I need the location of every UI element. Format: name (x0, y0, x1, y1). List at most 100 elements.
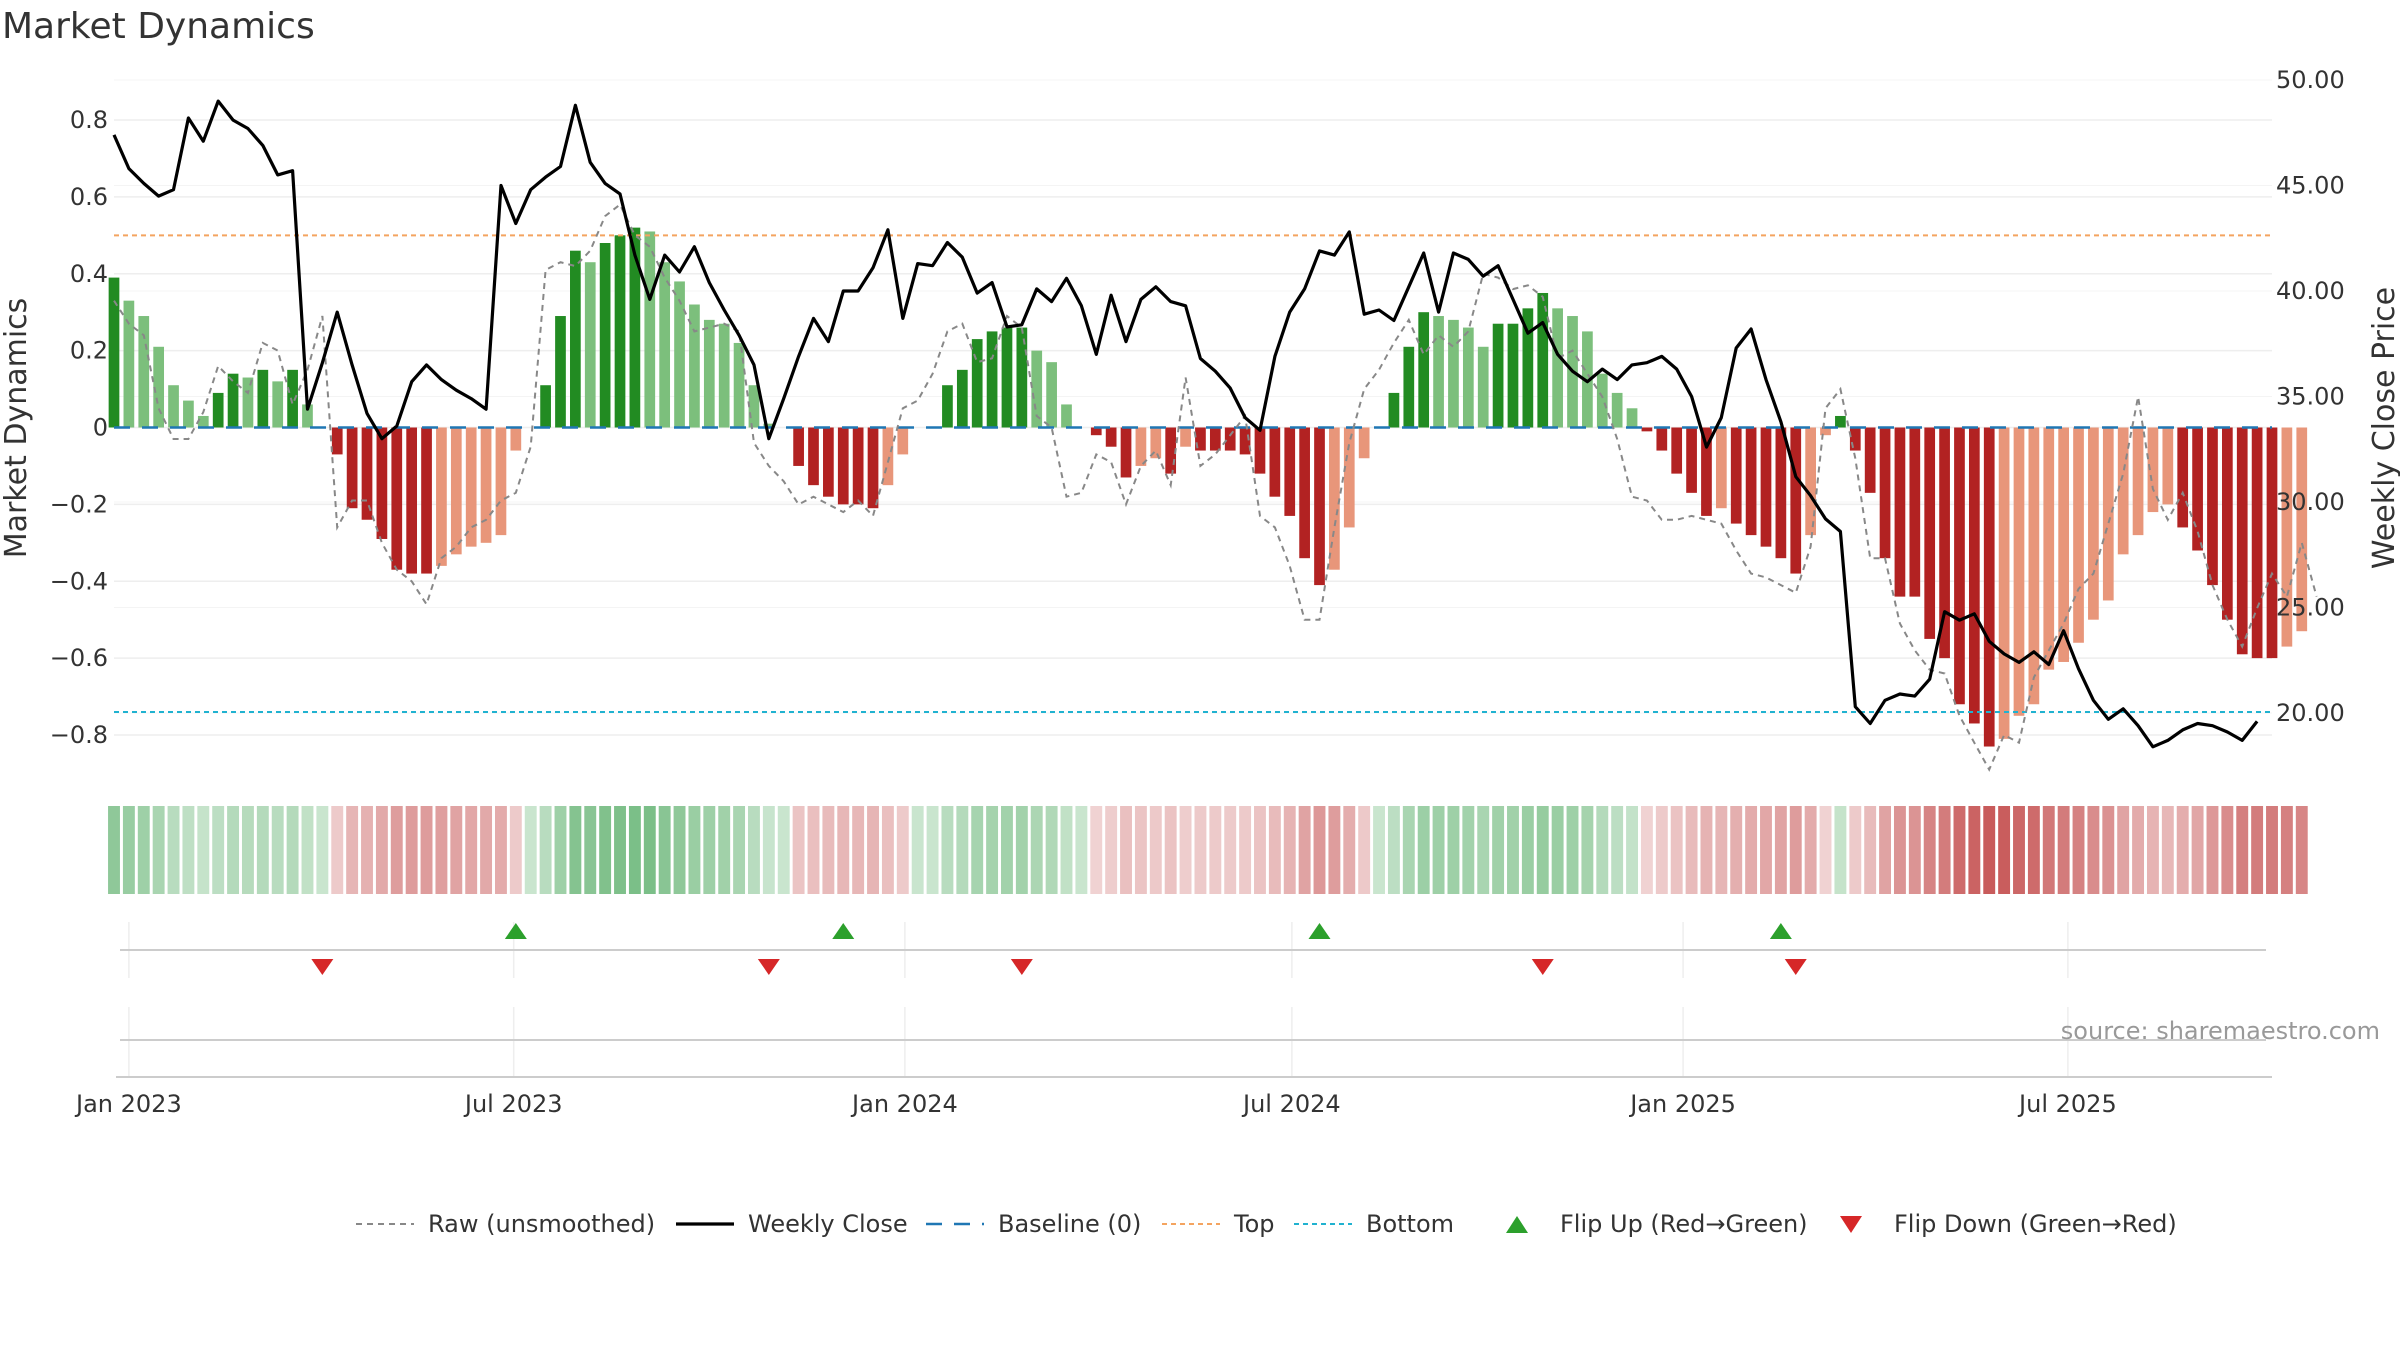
dynamics-bar (227, 373, 239, 428)
dynamics-bar (1224, 427, 1236, 451)
heat-cell (852, 806, 865, 894)
dynamics-bar (793, 427, 804, 466)
dynamics-bar (570, 250, 581, 428)
left-y-tick-label: −0.6 (50, 644, 108, 672)
heat-cell (509, 806, 522, 894)
dynamics-bar (391, 427, 403, 570)
dynamics-bar (2028, 427, 2040, 705)
heat-cell (1536, 806, 1549, 894)
x-tick-label: Jul 2024 (1241, 1090, 1341, 1118)
heat-cell (1447, 806, 1460, 894)
heat-cell (524, 806, 537, 894)
dynamics-bar (1314, 427, 1325, 586)
heat-cell (2191, 806, 2204, 894)
heat-cell (1521, 806, 1534, 894)
dynamics-bar (1745, 427, 1757, 536)
heat-cell (628, 806, 641, 894)
dynamics-bar (1105, 427, 1117, 447)
dynamics-bar (2207, 427, 2218, 586)
heat-cell (673, 806, 686, 894)
chart-title: Market Dynamics (2, 6, 315, 47)
dynamics-bar (257, 369, 269, 428)
heat-cell (390, 806, 403, 894)
heat-cell (1938, 806, 1951, 894)
heat-cell (1685, 806, 1698, 894)
legend-item: Raw (unsmoothed) (356, 1210, 655, 1238)
heat-cell (2057, 806, 2070, 894)
heat-cell (1328, 806, 1341, 894)
left-y-tick-label: 0.8 (70, 106, 108, 134)
dynamics-bar (421, 427, 432, 574)
legend-label: Baseline (0) (998, 1210, 1141, 1238)
left-y-tick-label: −0.2 (50, 490, 108, 518)
heat-cell (1804, 806, 1817, 894)
legend-swatch-flip-up (1506, 1216, 1528, 1233)
heat-cell (971, 806, 984, 894)
dynamics-bar (1448, 319, 1459, 428)
x-tick-label: Jul 2025 (2017, 1090, 2117, 1118)
heat-cell (911, 806, 924, 894)
dynamics-bar (302, 404, 313, 428)
heat-cell (1879, 806, 1892, 894)
flip-up-marker (832, 923, 855, 939)
source-panel: source: sharemaestro.com (116, 1007, 2380, 1078)
dynamics-bar (2013, 427, 2025, 716)
flip-down-marker (1531, 959, 1554, 975)
heat-cell (1908, 806, 1921, 894)
heat-cell (718, 806, 731, 894)
heat-cell (1298, 806, 1311, 894)
dynamics-bar (659, 262, 671, 428)
heat-cell (777, 806, 790, 894)
heat-cell (614, 806, 626, 894)
heat-cell (1045, 806, 1058, 894)
dynamics-bar (183, 400, 194, 428)
dynamics-bar (555, 316, 566, 428)
heat-cell (1507, 806, 1519, 894)
dynamics-bar (1939, 427, 1950, 659)
heat-cell (122, 806, 135, 894)
legend-swatch-flip-down (1840, 1216, 1862, 1233)
dynamics-bar (1760, 427, 1772, 547)
dynamics-bar (1864, 427, 1876, 493)
legend-label: Flip Down (Green→Red) (1894, 1210, 2177, 1238)
heat-cell (748, 806, 760, 894)
heat-cell (1090, 806, 1103, 894)
legend-item: Flip Up (Red→Green) (1506, 1210, 1808, 1238)
heat-cell (643, 806, 656, 894)
heat-cell (420, 806, 433, 894)
dynamics-bar (1031, 350, 1043, 428)
dynamics-bar (2073, 427, 2084, 643)
heat-cell (926, 806, 939, 894)
series-lines (112, 99, 2318, 772)
heat-cell (316, 806, 329, 894)
dynamics-bar (2058, 427, 2069, 662)
heat-cell (792, 806, 805, 894)
dynamics-bar (1046, 362, 1057, 428)
right-axis-label: Weekly Close Price (2367, 287, 2400, 569)
dynamics-bar (1715, 427, 1727, 509)
dynamics-bar (689, 304, 700, 428)
dynamics-bar (436, 427, 447, 566)
dynamics-bar (1477, 346, 1489, 428)
heat-cell (733, 806, 746, 894)
legend-label: Top (1233, 1210, 1275, 1238)
heat-cell (1373, 806, 1385, 894)
dynamics-bar (108, 277, 120, 428)
dynamics-bar (1403, 346, 1415, 428)
dynamics-bar (748, 385, 760, 428)
heat-cell (1864, 806, 1877, 894)
heat-cell (197, 806, 210, 894)
dynamics-bar (882, 427, 894, 486)
legend-item: Weekly Close (676, 1210, 908, 1238)
heat-cell (494, 806, 507, 894)
x-tick-label: Jan 2024 (850, 1090, 958, 1118)
heat-cell (1030, 806, 1043, 894)
heat-cell (1134, 806, 1147, 894)
heat-cell (896, 806, 909, 894)
dynamics-bar (1254, 427, 1266, 474)
flip-up-marker (1308, 923, 1331, 939)
trend-heat-strip (108, 806, 2308, 894)
legend-label: Weekly Close (748, 1210, 908, 1238)
right-y-tick-label: 50.00 (2276, 66, 2345, 94)
heat-cell (2102, 806, 2115, 894)
